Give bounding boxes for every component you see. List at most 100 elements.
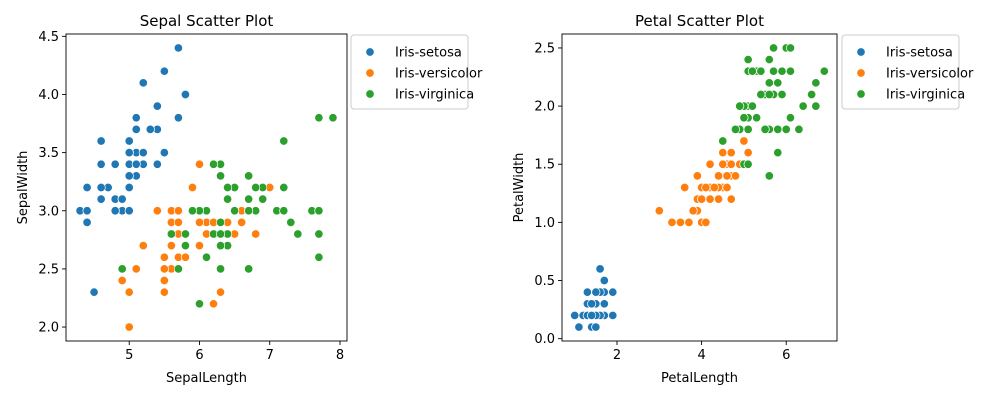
data-point [166,229,176,239]
data-point [747,66,757,76]
data-point [701,217,711,227]
data-point [124,171,134,181]
data-point [223,194,233,204]
data-point [570,310,580,320]
x-tick-label: 5 [125,348,133,363]
data-point [718,136,728,146]
data-point [173,217,183,227]
data-point [314,252,324,262]
data-point [739,136,749,146]
chart-2: 2 4 6 0.0 0.5 1.0 1.5 2.0 2.5 Petal Scatter Plot P… [512,12,974,386]
data-point [718,159,728,169]
data-point [194,241,205,251]
data-point [152,101,162,111]
data-point [798,101,808,111]
data-point [82,182,92,193]
y-tick-label: 4.0 [38,88,59,103]
series-1 [570,264,618,332]
data-point [216,287,226,297]
data-point [96,182,106,193]
data-point [131,264,141,274]
data-point [110,159,120,169]
legend-box [350,34,469,110]
y-tick-label: 4.5 [38,30,59,45]
data-point [768,66,779,76]
legend-label: Iris-virginica [395,88,474,103]
data-point [684,217,694,227]
data-point [595,264,605,274]
data-point [152,206,162,216]
data-point [701,182,711,193]
data-point [180,89,190,100]
y-tick-label: 2.0 [38,321,59,336]
data-point [705,194,715,204]
data-point [244,194,254,204]
data-point [194,159,205,169]
series-3 [718,43,829,181]
y-tick-label: 3.5 [38,146,59,161]
legend-label: Iris-setosa [395,46,462,61]
data-point [180,229,190,239]
data-point [96,159,106,169]
data-point [110,206,120,216]
data-point [194,299,205,309]
data-point [124,136,134,146]
series-1 [75,43,190,297]
legend-marker [365,47,375,57]
x-axis-label: PetalLength [661,371,738,386]
data-point [187,182,197,193]
data-point [131,113,141,123]
data-point [201,252,212,262]
data-point [138,241,148,251]
data-point [216,229,226,239]
chart-1: 5 6 7 8 2.0 2.5 3.0 3.5 4.0 4.5 Sepal Scatter Plot… [16,12,483,386]
chart-title: Sepal Scatter Plot [140,12,274,30]
data-point [591,287,601,297]
data-point [124,148,134,158]
data-point [591,322,601,332]
data-point [279,182,289,193]
legend: Iris-setosa Iris-versicolor Iris-virginica [350,34,483,110]
data-point [574,322,584,332]
data-point [743,55,753,65]
data-point [785,113,796,123]
data-point [82,206,92,216]
legend-marker [856,47,866,57]
data-point [811,101,821,111]
data-point [279,136,289,146]
data-point [764,55,774,65]
legend-marker [365,89,375,99]
data-point [173,43,183,53]
data-point [764,78,774,88]
data-point [705,159,715,169]
data-point [328,113,338,123]
data-point [773,124,783,134]
data-point [713,194,724,204]
y-axis-label: SepalWidth [16,151,31,225]
data-point [124,287,134,297]
y-tick-label: 1.0 [534,216,555,231]
data-point [230,206,240,216]
data-point [768,43,779,53]
data-point [667,217,677,227]
data-point [781,124,791,134]
data-point [159,264,169,274]
data-point [208,299,219,309]
plot-frame [561,33,838,342]
data-point [764,89,774,100]
y-tick-label: 0.5 [534,274,555,289]
data-point [587,299,597,309]
data-point [807,89,817,100]
data-point [739,113,749,123]
legend-marker [365,68,375,78]
legend-label: Iris-setosa [886,46,953,61]
data-point [258,194,268,204]
data-point [688,206,698,216]
x-tick-label: 7 [266,348,274,363]
data-point [117,194,127,204]
data-point [117,275,127,286]
data-point [96,136,106,146]
y-tick-label: 2.0 [534,100,555,115]
data-point [138,78,148,88]
